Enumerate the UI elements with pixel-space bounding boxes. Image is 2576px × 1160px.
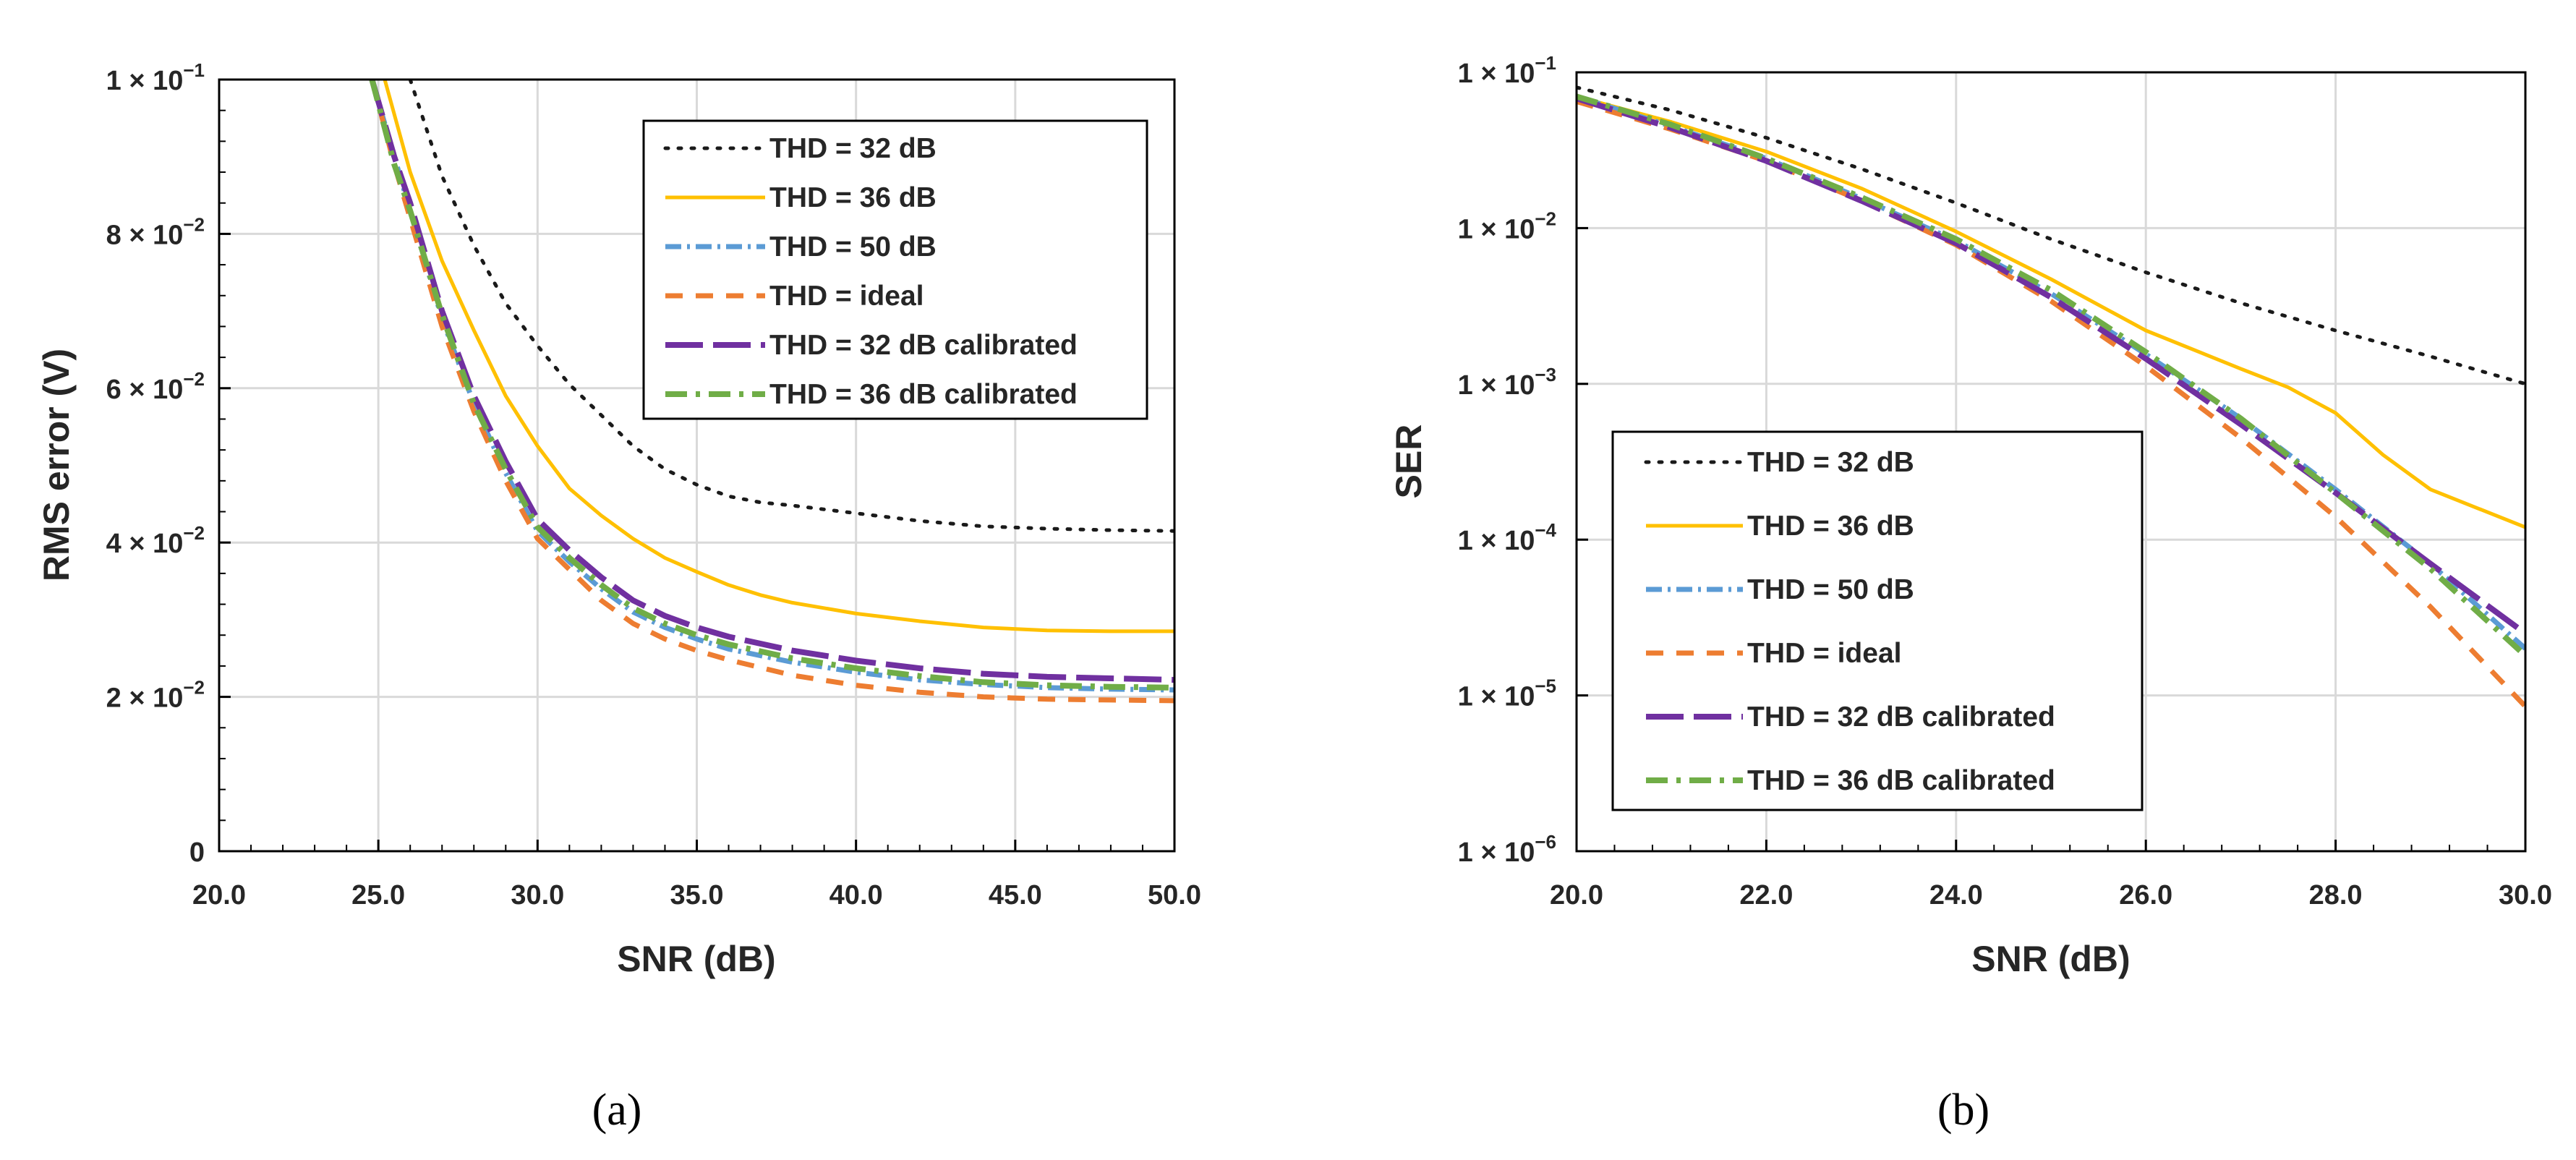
y-tick-exponent: −2 <box>183 213 205 235</box>
y-tick-label: 1 × 10−6 <box>1458 831 1556 868</box>
x-tick-label: 20.0 <box>1550 880 1603 910</box>
y-tick-base: 4 × 10 <box>106 529 184 559</box>
y-tick-base: 1 × 10 <box>1458 214 1535 244</box>
panel-caption: (a) <box>592 1086 642 1135</box>
y-tick-label: 8 × 10−2 <box>106 213 205 250</box>
y-tick-label: 1 × 10−3 <box>1458 364 1556 401</box>
legend: THD = 32 dB THD = 36 dB THD = 50 dB THD = i… <box>1611 430 2144 811</box>
series-line-thd-36-db-calibrated <box>369 80 1174 691</box>
legend-box <box>642 119 1148 420</box>
y-tick-exponent: −4 <box>1535 519 1556 541</box>
series-line-thd-32-db-calibrated <box>1577 95 2525 636</box>
y-tick-exponent: −3 <box>1535 364 1556 385</box>
x-tick-label: 25.0 <box>351 880 405 910</box>
y-axis-title: SER <box>1389 425 1429 499</box>
legend-label-thd-32-db: THD = 32 dB <box>1747 447 1914 478</box>
x-tick-label: 35.0 <box>670 880 724 910</box>
y-tick-base: 8 × 10 <box>106 220 184 250</box>
chart-panel-b: 20.0 22.0 24.0 26.0 28.0 30.01 × 10−61 × 10−5… <box>1389 52 2552 1135</box>
y-tick-base: 1 × 10 <box>1458 837 1535 868</box>
y-tick-exponent: −2 <box>183 368 205 390</box>
legend-label-thd-ideal: THD = ideal <box>769 281 924 312</box>
legend-label-thd-36-db: THD = 36 dB <box>1747 511 1914 542</box>
legend-label-thd-36-db: THD = 36 dB <box>769 182 937 213</box>
x-tick-label: 20.0 <box>192 880 246 910</box>
y-tick-exponent: −2 <box>1535 208 1556 229</box>
x-tick-label: 50.0 <box>1148 880 1201 910</box>
legend: THD = 32 dB THD = 36 dB THD = 50 dB THD = i… <box>642 119 1148 420</box>
series-line-thd-32-db <box>1577 85 2525 386</box>
x-tick-label: 24.0 <box>1929 880 1983 910</box>
series-group <box>369 80 1174 704</box>
legend-label-thd-50-db: THD = 50 dB <box>1747 574 1914 605</box>
y-tick-label: 6 × 10−2 <box>106 368 205 405</box>
y-tick-label: 1 × 10−1 <box>106 59 205 96</box>
y-tick-base: 6 × 10 <box>106 375 184 405</box>
plot-frame <box>1575 71 2527 853</box>
chart-panel-a: 20.0 25.0 30.0 35.0 40.0 45.0 50.002 × 10−24 ×… <box>36 59 1201 1135</box>
x-tick-label: 26.0 <box>2119 880 2172 910</box>
y-tick-base: 1 × 10 <box>1458 526 1535 556</box>
series-line-thd-36-db <box>1577 94 2525 529</box>
series-group <box>1577 85 2525 709</box>
y-tick-base: 1 × 10 <box>1458 59 1535 89</box>
y-tick-label: 1 × 10−5 <box>1458 675 1556 712</box>
legend-label-thd-36-db-calibrated: THD = 36 dB calibrated <box>769 379 1078 410</box>
legend-label-thd-50-db: THD = 50 dB <box>769 231 937 263</box>
y-tick-base: 1 × 10 <box>1458 682 1535 712</box>
x-tick-label: 30.0 <box>511 880 564 910</box>
y-tick-exponent: −6 <box>1535 831 1556 853</box>
y-tick-base: 2 × 10 <box>106 683 184 714</box>
x-tick-label: 22.0 <box>1739 880 1793 910</box>
legend-label-thd-ideal: THD = ideal <box>1747 638 1901 669</box>
y-tick-label: 1 × 10−1 <box>1458 52 1556 89</box>
y-tick-label: 0 <box>189 837 205 868</box>
x-tick-label: 28.0 <box>2309 880 2363 910</box>
y-axis-title: RMS error (V) <box>36 349 77 581</box>
y-tick-base: 1 × 10 <box>1458 370 1535 401</box>
y-tick-base: 1 × 10 <box>106 66 184 96</box>
series-line-thd-32-db <box>408 80 1174 533</box>
series-line-thd-32-db-calibrated <box>369 80 1174 683</box>
panel-caption: (b) <box>1937 1086 1989 1135</box>
x-tick-label: 45.0 <box>989 880 1042 910</box>
y-tick-label: 1 × 10−4 <box>1458 519 1557 556</box>
y-tick-exponent: −2 <box>183 677 205 699</box>
y-tick-exponent: −1 <box>1535 52 1556 74</box>
series-line-thd-36-db <box>383 80 1174 634</box>
plot-frame <box>218 78 1176 853</box>
legend-label-thd-32-db-calibrated: THD = 32 dB calibrated <box>1747 701 2055 733</box>
legend-label-thd-36-db-calibrated: THD = 36 dB calibrated <box>1747 765 2055 796</box>
y-tick-exponent: −5 <box>1535 675 1556 697</box>
legend-box <box>1611 430 2144 811</box>
y-tick-exponent: −1 <box>183 59 205 81</box>
x-axis-title: SNR (dB) <box>1971 939 2130 979</box>
series-line-thd-50-db <box>370 80 1174 693</box>
y-tick-label: 1 × 10−2 <box>1458 208 1556 244</box>
x-tick-label: 30.0 <box>2499 880 2552 910</box>
legend-label-thd-32-db: THD = 32 dB <box>769 133 937 164</box>
y-tick-label: 4 × 10−2 <box>106 522 205 559</box>
y-tick-exponent: −2 <box>183 522 205 544</box>
x-tick-label: 40.0 <box>829 880 883 910</box>
y-tick-label: 2 × 10−2 <box>106 677 205 714</box>
y-tick-base: 0 <box>189 837 205 868</box>
legend-label-thd-32-db-calibrated: THD = 32 dB calibrated <box>769 330 1078 361</box>
x-axis-title: SNR (dB) <box>617 939 775 979</box>
